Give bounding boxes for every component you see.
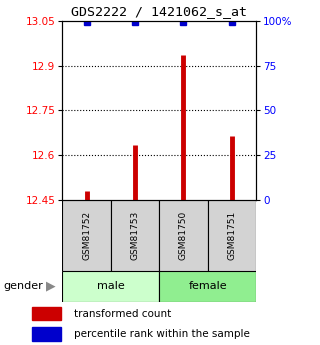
- Text: GSM81753: GSM81753: [131, 211, 140, 260]
- Bar: [32, 307, 61, 321]
- Text: GSM81751: GSM81751: [227, 211, 236, 260]
- Bar: [159, 200, 208, 271]
- Bar: [62, 271, 159, 302]
- Text: gender: gender: [3, 282, 43, 291]
- Bar: [111, 200, 159, 271]
- Title: GDS2222 / 1421062_s_at: GDS2222 / 1421062_s_at: [71, 5, 247, 18]
- Bar: [62, 200, 111, 271]
- Text: male: male: [97, 282, 125, 291]
- Bar: [32, 327, 61, 341]
- Text: transformed count: transformed count: [74, 308, 171, 318]
- Text: female: female: [188, 282, 227, 291]
- Text: GSM81750: GSM81750: [179, 211, 188, 260]
- Text: GSM81752: GSM81752: [82, 211, 91, 260]
- Text: percentile rank within the sample: percentile rank within the sample: [74, 329, 250, 339]
- Text: ▶: ▶: [46, 280, 56, 293]
- Bar: [159, 271, 256, 302]
- Bar: [208, 200, 256, 271]
